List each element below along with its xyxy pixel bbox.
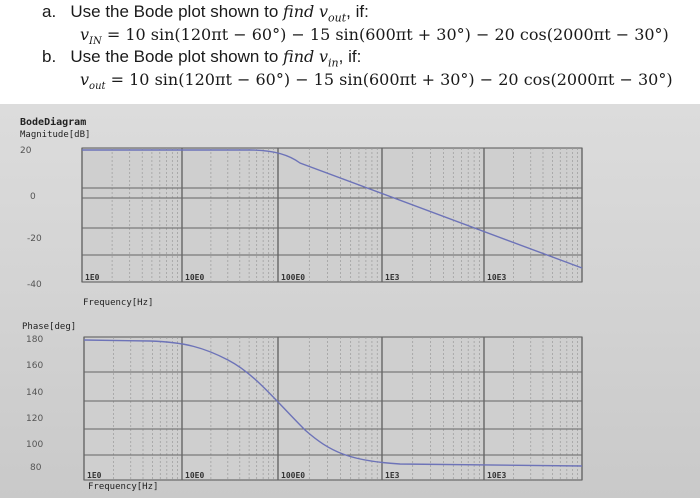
phase-ytick: 80 — [30, 463, 42, 473]
magnitude-xtick-label: 10E3 — [487, 273, 506, 282]
phase-xtick-label: 1E0 — [87, 471, 102, 480]
part-a-equation: vIN = 10 sin(120πt − 60°) − 15 sin(600πt… — [80, 25, 669, 47]
part-b-eq-rhs: = 10 sin(120πt − 60°) − 15 sin(600πt + 3… — [110, 70, 673, 89]
bode-title: BodeDiagram — [20, 117, 87, 128]
part-b-marker: b. — [42, 47, 57, 66]
part-a-find-word: find — [283, 2, 315, 21]
magnitude-xtick-label: 1E0 — [85, 273, 100, 282]
part-b-text: Use the Bode plot shown to — [70, 47, 279, 66]
mag-ytick: 0 — [30, 192, 36, 202]
mag-ytick: -40 — [27, 280, 42, 290]
part-b-eq-sub: out — [89, 81, 106, 93]
part-b-suffix: , if: — [338, 47, 362, 66]
phase-ytick: 160 — [26, 361, 44, 371]
magnitude-xtick-label: 1E3 — [385, 273, 400, 282]
part-b-line: b. Use the Bode plot shown to find vin, … — [42, 47, 361, 69]
part-a-find-sub: out — [328, 11, 347, 25]
phase-xtick-label: 1E3 — [385, 471, 400, 480]
phase-ytick: 100 — [26, 440, 44, 450]
part-a-eq-sub: IN — [89, 36, 102, 48]
phase-xtick-label: 100E0 — [281, 471, 305, 480]
mag-ytick: 20 — [20, 146, 32, 156]
magnitude-curve — [82, 149, 583, 269]
phase-curve — [83, 339, 583, 467]
part-a-text: Use the Bode plot shown to — [70, 2, 279, 21]
mag-ytick: -20 — [27, 234, 42, 244]
part-b-eq-var: v — [80, 70, 90, 89]
part-b-find-var: v — [318, 47, 329, 66]
phase-xtick-label: 10E3 — [487, 471, 506, 480]
magnitude-ylabel: Magnitude[dB] — [20, 130, 91, 140]
part-a-marker: a. — [42, 2, 57, 21]
phase-ylabel: Phase[deg] — [22, 322, 77, 332]
phase-xlabel: Frequency[Hz] — [88, 482, 159, 492]
magnitude-xtick-label: 10E0 — [185, 273, 204, 282]
part-a-eq-rhs: = 10 sin(120πt − 60°) − 15 sin(600πt + 3… — [106, 25, 669, 44]
phase-ytick: 140 — [26, 388, 44, 398]
magnitude-frame — [81, 147, 583, 283]
part-a-line: a. Use the Bode plot shown to find vout,… — [42, 2, 369, 24]
part-b-find-sub: in — [328, 56, 339, 70]
part-b-equation: vout = 10 sin(120πt − 60°) − 15 sin(600π… — [80, 70, 673, 92]
part-a-suffix: , if: — [346, 2, 369, 21]
phase-xtick-label: 10E0 — [185, 471, 204, 480]
part-a-eq-var: v — [80, 25, 90, 44]
part-b-find-word: find — [283, 47, 315, 66]
phase-ytick: 180 — [26, 335, 44, 345]
phase-frame — [83, 336, 583, 481]
part-a-find-var: v — [318, 2, 329, 21]
magnitude-xtick-label: 100E0 — [281, 273, 305, 282]
phase-ytick: 120 — [26, 414, 44, 424]
magnitude-xlabel: Frequency[Hz] — [83, 298, 154, 308]
